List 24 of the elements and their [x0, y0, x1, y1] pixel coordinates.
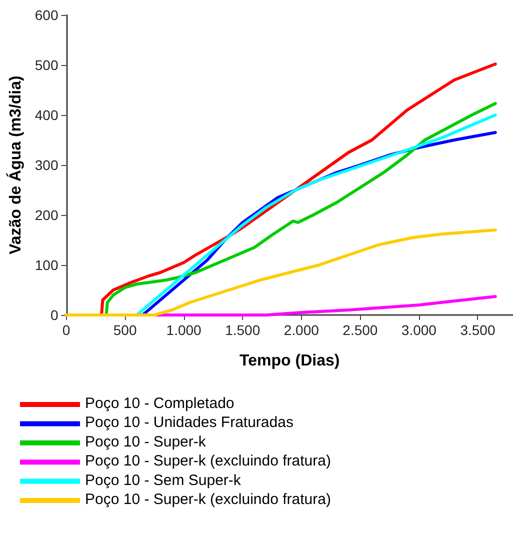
legend-label: Poço 10 - Super-k (excluindo fratura) [85, 491, 331, 508]
x-tick-label: 0 [62, 322, 70, 338]
legend-label: Poço 10 - Completado [85, 395, 234, 412]
x-tick-label: 1.500 [225, 322, 260, 338]
y-tick-label: 400 [34, 107, 58, 123]
legend-label: Poço 10 - Unidades Fraturadas [85, 414, 294, 432]
x-tick-label: 500 [113, 322, 137, 338]
x-tick-label: 2.000 [284, 322, 320, 338]
x-axis-title: Tempo (Dias) [240, 352, 340, 370]
y-tick-label: 500 [34, 57, 58, 73]
legend-label: Poço 10 - Super-k (excluindo fratura) [85, 452, 331, 470]
y-tick-label: 200 [34, 207, 58, 223]
x-tick-label: 2.500 [342, 322, 378, 338]
y-tick-label: 600 [34, 7, 58, 23]
legend-label: Poço 10 - Super-k [85, 433, 206, 450]
y-axis-title: Vazão de Água (m3/dia) [6, 76, 24, 254]
line-series [64, 228, 497, 316]
x-tick-label: 1.000 [166, 322, 202, 338]
y-tick-label: 100 [34, 257, 58, 273]
y-tick-label: 300 [34, 157, 58, 173]
legend-label: Poço 10 - Sem Super-k [85, 472, 242, 489]
y-tick-label: 0 [50, 307, 58, 323]
x-tick-label: 3.500 [460, 322, 496, 338]
x-tick-label: 3.000 [401, 322, 437, 338]
